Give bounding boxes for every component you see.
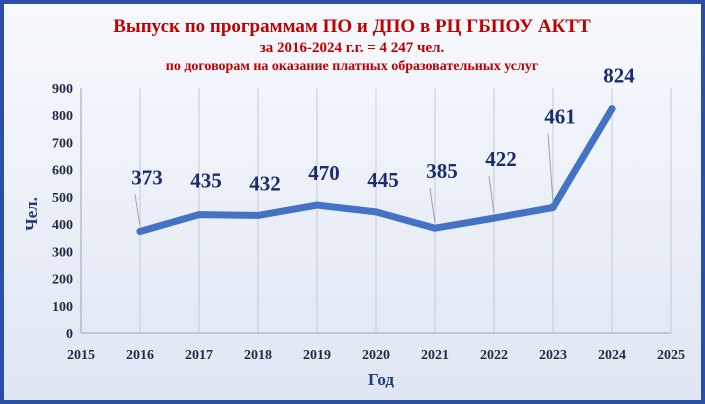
y-tick-label: 700 [52,136,73,151]
data-point [490,214,498,222]
y-axis-title: Чел. [22,197,41,231]
data-label: 432 [249,171,281,195]
data-labels: 373 435 432 470 445 385 422 461 824 [131,64,635,227]
y-tick-label: 600 [52,164,73,179]
x-tick-label: 2017 [185,348,213,363]
y-tick-label: 300 [52,245,73,260]
leader-line [488,176,495,214]
chart-subtitle-2: по договорам на оказание платных образов… [166,59,538,74]
x-tick-label: 2022 [480,348,508,363]
line-chart: Выпуск по программам ПО и ДПО в РЦ ГБПОУ… [22,16,685,389]
y-tick-label: 0 [66,327,73,342]
y-tick-label: 200 [52,273,73,288]
data-point [313,201,321,209]
x-tick-label: 2019 [303,348,331,363]
data-label: 435 [190,169,222,193]
data-label: 470 [308,161,340,185]
leader-line [547,133,554,203]
data-point [195,211,203,219]
x-tick-label: 2018 [244,348,272,363]
x-tick-label: 2021 [421,348,449,363]
leader-line [134,194,141,227]
y-tick-label: 500 [52,191,73,206]
data-point [608,105,616,113]
chart-subtitle: за 2016-2024 г.г. = 4 247 чел. [260,40,445,56]
x-tick-label: 2016 [126,348,154,363]
data-point [136,227,144,235]
series-layer [136,105,616,235]
data-label: 385 [426,159,458,183]
x-tick-label: 2023 [539,348,567,363]
chart-title: Выпуск по программам ПО и ДПО в РЦ ГБПОУ… [113,16,591,37]
y-tick-label: 900 [52,82,73,97]
y-tick-label: 800 [52,109,73,124]
data-label: 422 [485,147,517,171]
leader-line [429,188,436,224]
axis-ticks: 0 100 200 300 400 500 600 700 800 900 2015 2016 2017… [52,82,685,363]
data-point [549,204,557,212]
data-point [431,224,439,232]
data-label: 461 [544,105,576,129]
y-tick-label: 100 [52,300,73,315]
x-tick-label: 2024 [598,348,626,363]
x-tick-label: 2015 [67,348,95,363]
data-label: 824 [603,64,635,88]
data-point [372,208,380,216]
data-label: 445 [367,168,399,192]
data-label: 373 [131,165,163,189]
y-tick-label: 400 [52,218,73,233]
x-axis-title: Год [368,370,394,389]
x-tick-label: 2025 [657,348,685,363]
data-point [254,211,262,219]
x-tick-label: 2020 [362,348,390,363]
